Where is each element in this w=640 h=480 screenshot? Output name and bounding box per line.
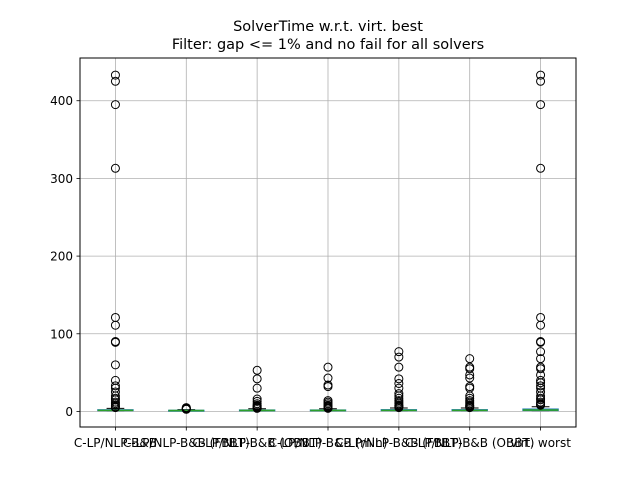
x-tick-label: virt. worst bbox=[510, 436, 571, 450]
outlier-point bbox=[536, 70, 546, 80]
x-tick-label: C-LP/NLP-B&B (min) bbox=[269, 436, 388, 450]
outlier-point bbox=[465, 373, 475, 383]
outlier-point bbox=[465, 364, 475, 374]
x-tick-label: C-LP/NLP-B&B (FBBT) bbox=[335, 436, 462, 450]
y-tick-label: 100 bbox=[50, 327, 73, 341]
outlier-point bbox=[252, 365, 262, 375]
outlier-point bbox=[536, 364, 546, 374]
outlier-point bbox=[110, 70, 120, 80]
outlier-point bbox=[323, 403, 333, 413]
outlier-point bbox=[252, 403, 262, 413]
outlier-point bbox=[536, 378, 546, 388]
outlier-point bbox=[465, 354, 475, 364]
box-2 bbox=[168, 409, 205, 412]
outlier-point bbox=[536, 381, 546, 391]
outlier-point bbox=[394, 389, 404, 399]
outlier-point bbox=[323, 382, 333, 392]
y-tick-label: 200 bbox=[50, 250, 73, 264]
outlier-point bbox=[536, 76, 546, 86]
outlier-points bbox=[110, 70, 546, 414]
x-tick-label: C-LP/NLP-B&B (OBBT) bbox=[192, 436, 321, 450]
outlier-point bbox=[323, 373, 333, 383]
outlier-point bbox=[536, 354, 546, 364]
outlier-point bbox=[394, 378, 404, 388]
outlier-point bbox=[465, 370, 475, 380]
outlier-point bbox=[394, 352, 404, 362]
x-tick-label: C-LP/NLP-B&B (OBBT) bbox=[405, 436, 534, 450]
y-tick-label: 300 bbox=[50, 172, 73, 186]
outlier-point bbox=[181, 404, 191, 414]
outlier-point bbox=[394, 347, 404, 357]
y-tick-label: 400 bbox=[50, 94, 73, 108]
outlier-point bbox=[536, 337, 546, 347]
outlier-point bbox=[110, 360, 120, 370]
outlier-point bbox=[110, 320, 120, 330]
x-tick-label: C-LP/NLP-B&B (FBBT) bbox=[123, 436, 250, 450]
chart-subtitle: Filter: gap <= 1% and no fail for all so… bbox=[172, 37, 484, 53]
outlier-point bbox=[536, 100, 546, 110]
grid-lines bbox=[80, 58, 576, 427]
outlier-point bbox=[536, 320, 546, 330]
y-tick-label: 0 bbox=[65, 405, 73, 419]
outlier-point bbox=[110, 100, 120, 110]
outlier-point bbox=[110, 163, 120, 173]
outlier-point bbox=[536, 347, 546, 357]
outlier-point bbox=[394, 362, 404, 372]
outlier-point bbox=[252, 396, 262, 406]
outlier-point bbox=[110, 76, 120, 86]
outlier-point bbox=[110, 381, 120, 391]
plot-frame bbox=[79, 57, 577, 428]
outlier-point bbox=[536, 395, 546, 405]
outlier-point bbox=[394, 403, 404, 413]
outlier-point bbox=[323, 362, 333, 372]
outlier-point bbox=[536, 163, 546, 173]
outlier-point bbox=[536, 400, 546, 410]
outlier-point bbox=[252, 383, 262, 393]
outlier-point bbox=[252, 374, 262, 384]
outlier-point bbox=[394, 374, 404, 384]
chart-title: SolverTime w.r.t. virt. best bbox=[233, 19, 423, 35]
x-tick-label: C-LP/NLP-B&B bbox=[74, 436, 157, 450]
outlier-point bbox=[110, 403, 120, 413]
outlier-point bbox=[110, 337, 120, 347]
outlier-point bbox=[465, 403, 475, 413]
